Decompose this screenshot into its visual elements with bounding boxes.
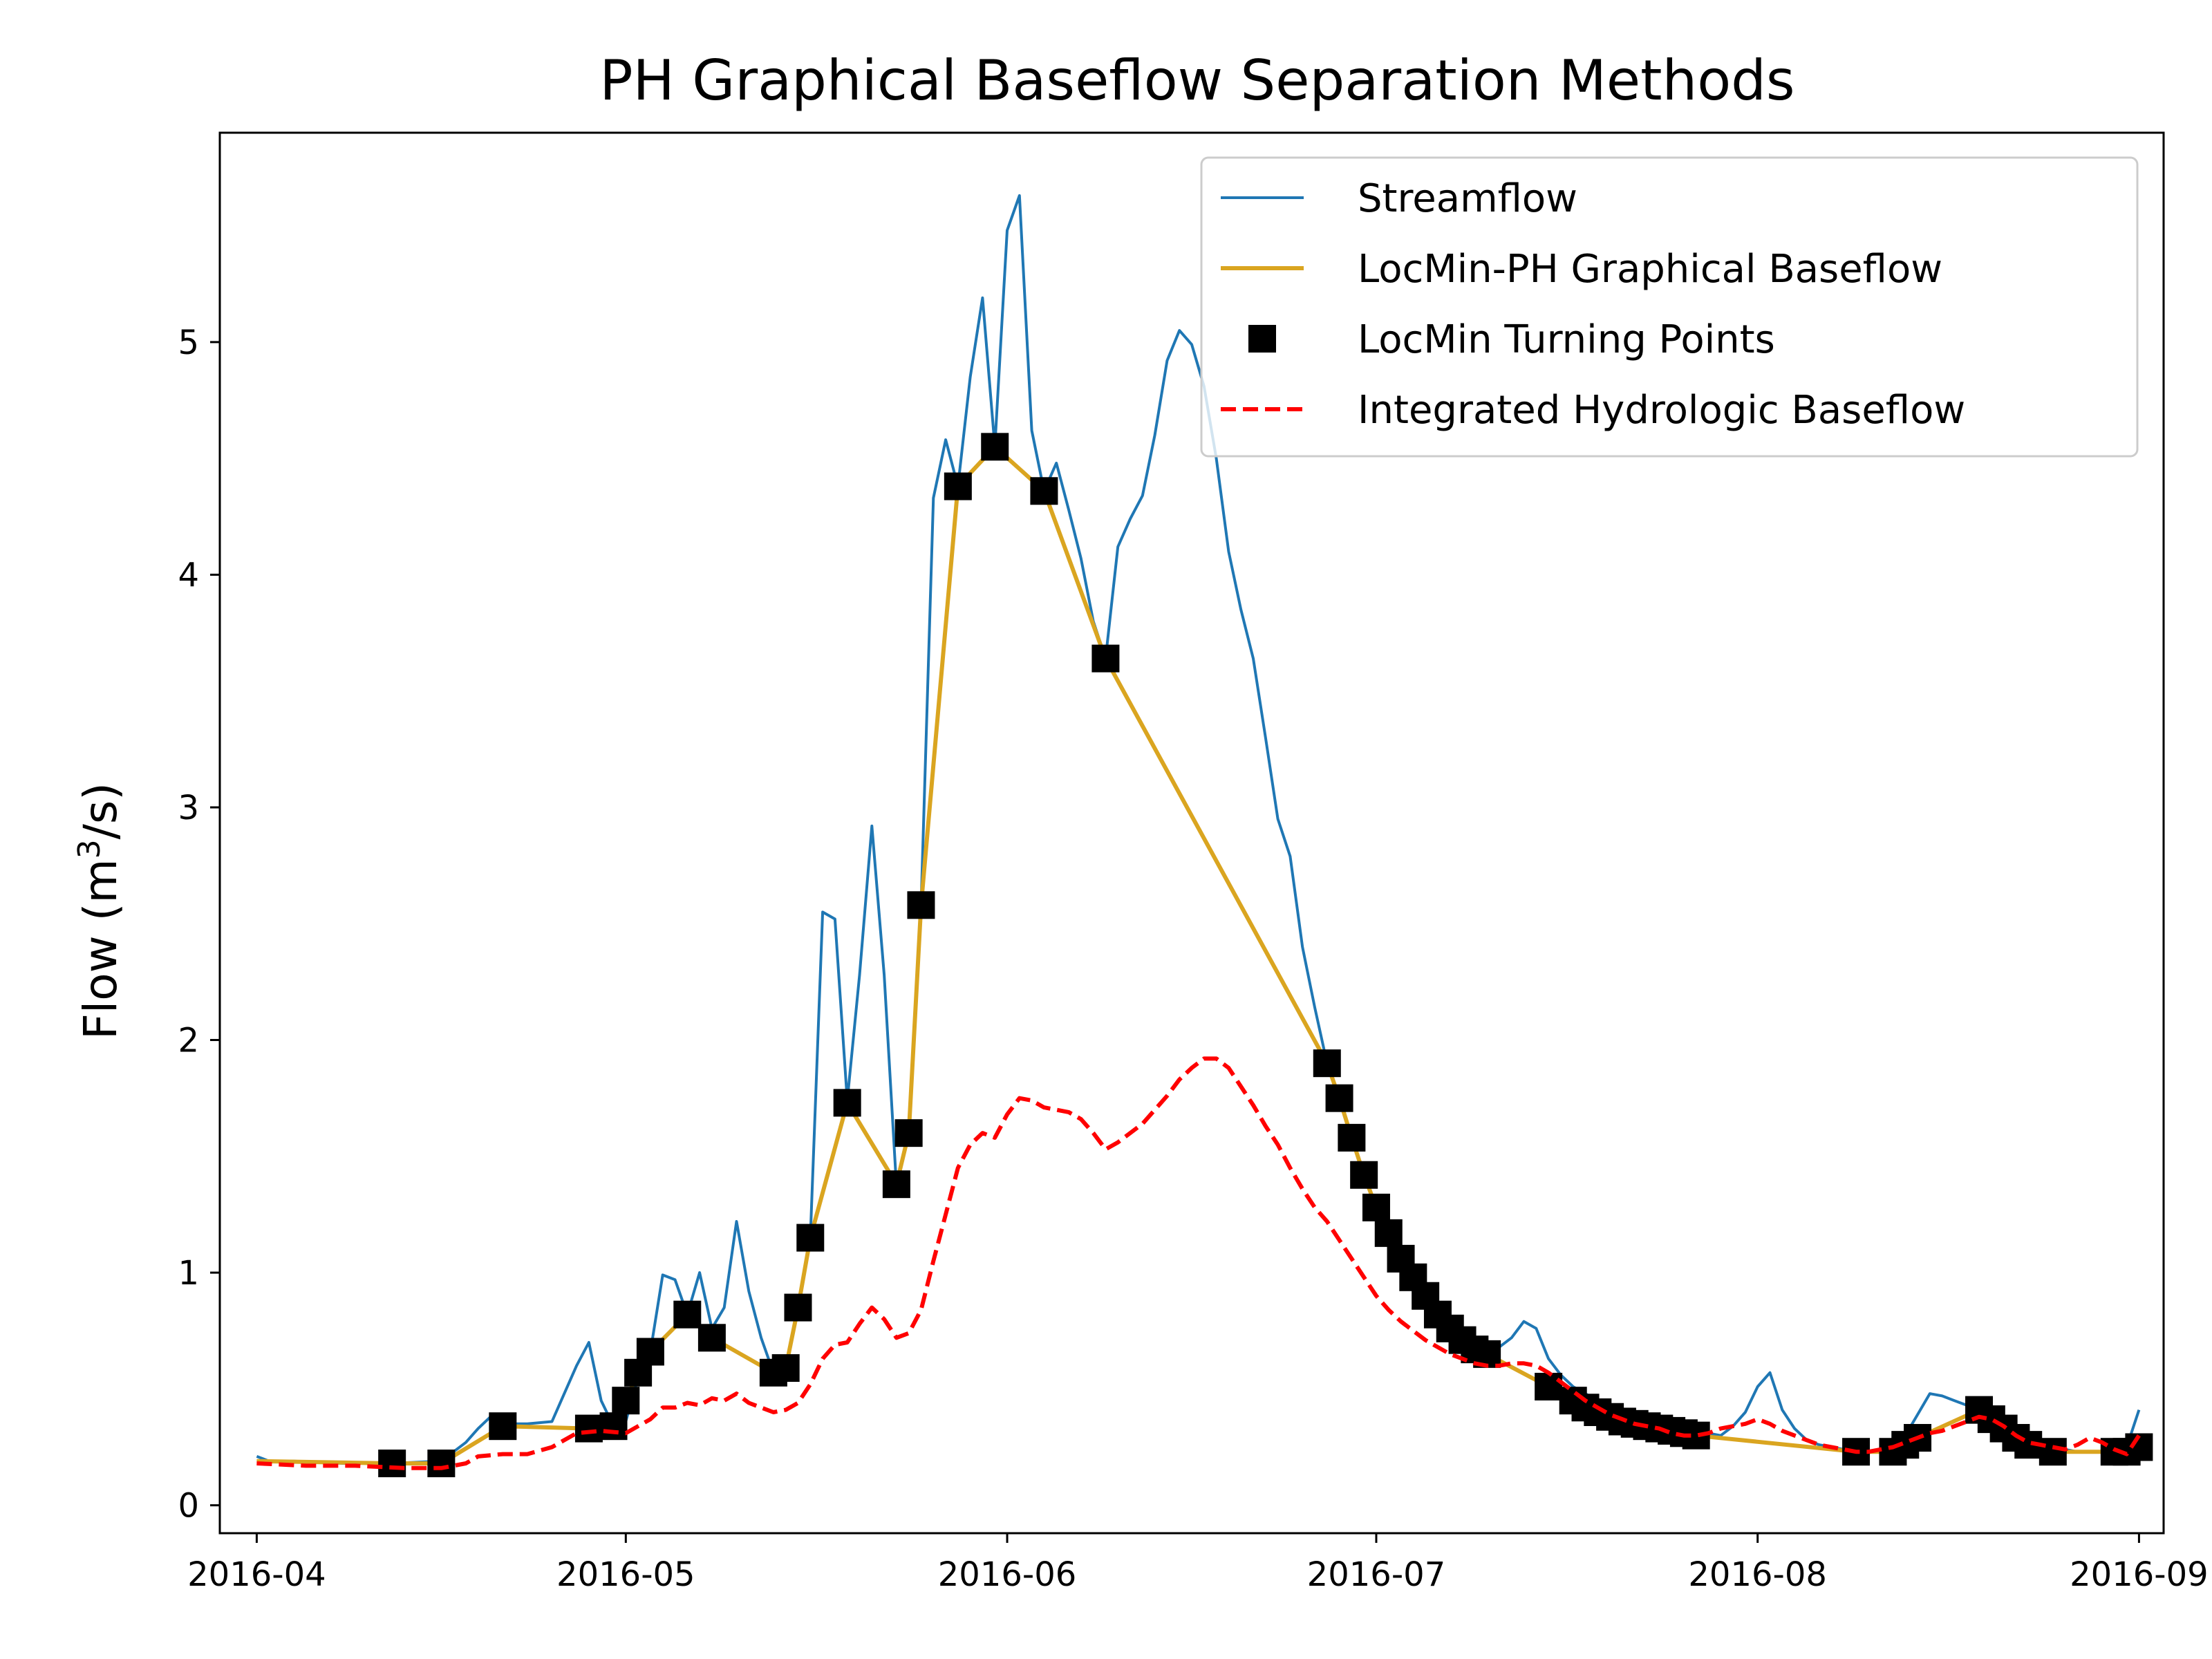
legend-label: Streamflow xyxy=(1358,176,1577,221)
turning-point-marker xyxy=(1325,1084,1353,1112)
legend-marker xyxy=(1248,325,1276,353)
turning-point-marker xyxy=(1374,1219,1403,1247)
turning-point-marker xyxy=(944,472,972,500)
legend-label: Integrated Hydrologic Baseflow xyxy=(1358,388,1965,433)
turning-point-marker xyxy=(882,1170,910,1199)
x-tick-label: 2016-07 xyxy=(1307,1555,1446,1594)
y-tick-label: 2 xyxy=(178,1022,199,1060)
turning-point-marker xyxy=(489,1412,517,1441)
turning-point-marker xyxy=(1313,1049,1341,1078)
legend: Streamflow LocMin-PH Graphical Baseflow Lo… xyxy=(1200,156,2139,458)
turning-point-marker xyxy=(574,1414,603,1443)
x-tick-label: 2016-08 xyxy=(1688,1555,1827,1594)
plot-area xyxy=(256,194,2153,1478)
y-axis-label-tail: /s) xyxy=(74,782,127,839)
turning-point-marker xyxy=(833,1089,861,1117)
y-axis-label-superscript: 3 xyxy=(72,839,107,859)
x-tick-label: 2016-06 xyxy=(938,1555,1077,1594)
y-tick-label: 1 xyxy=(178,1254,199,1293)
axes: 2016-04 2016-05 2016-06 2016-07 2016-08 2016-… xyxy=(178,131,2209,1594)
turning-point-marker xyxy=(907,891,935,919)
turning-point-marker xyxy=(981,433,1009,461)
turning-point-marker xyxy=(1338,1123,1366,1152)
turning-point-marker xyxy=(1535,1372,1563,1400)
turning-point-marker xyxy=(784,1293,812,1322)
legend-box xyxy=(1200,156,2139,458)
turning-point-marker xyxy=(1030,477,1058,505)
y-tick-label: 5 xyxy=(178,324,199,362)
turning-point-marker xyxy=(894,1119,923,1147)
y-tick-label: 0 xyxy=(178,1487,199,1526)
turning-point-marker xyxy=(636,1338,664,1366)
y-axis-label-main: Flow (m xyxy=(74,859,127,1040)
legend-label: LocMin-PH Graphical Baseflow xyxy=(1358,247,1942,292)
turning-point-marker xyxy=(697,1324,726,1352)
turning-point-marker xyxy=(796,1224,825,1252)
integrated-baseflow-line xyxy=(256,1056,2141,1470)
turning-point-marker xyxy=(612,1387,640,1415)
turning-point-marker xyxy=(1350,1161,1378,1189)
x-tick-label: 2016-09 xyxy=(2070,1555,2209,1594)
turning-point-marker xyxy=(1091,644,1120,673)
turning-point-marker xyxy=(599,1412,628,1441)
x-tick-label: 2016-04 xyxy=(187,1555,326,1594)
turning-point-marker xyxy=(427,1450,456,1478)
turning-point-marker xyxy=(1362,1193,1390,1221)
y-tick-label: 4 xyxy=(178,556,199,594)
x-tick-label: 2016-05 xyxy=(556,1555,695,1594)
axes-frame xyxy=(218,131,2165,1535)
y-tick-label: 3 xyxy=(178,789,199,827)
turning-point-marker xyxy=(2038,1438,2067,1466)
turning-point-marker xyxy=(673,1300,702,1329)
turning-point-marker xyxy=(378,1450,406,1478)
turning-point-marker xyxy=(771,1354,800,1382)
y-axis-label: Flow (m3/s) xyxy=(72,782,127,1040)
legend-label: LocMin Turning Points xyxy=(1358,317,1775,362)
chart-title: PH Graphical Baseflow Separation Methods xyxy=(599,48,1794,113)
